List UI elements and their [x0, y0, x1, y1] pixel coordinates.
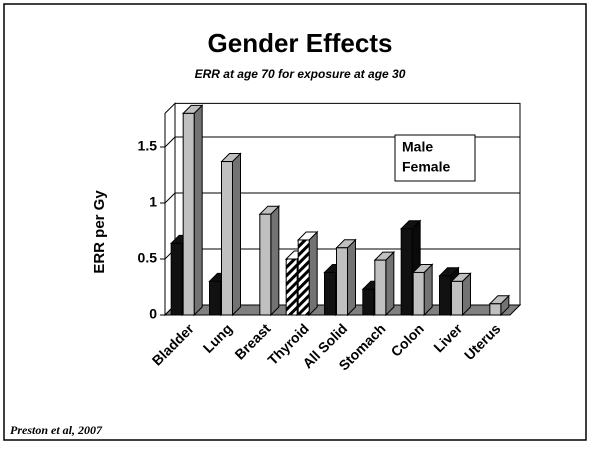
- bar-front: [324, 271, 336, 316]
- bar-front: [182, 112, 195, 316]
- bar: [450, 272, 472, 317]
- bar: [411, 263, 434, 317]
- bar-front: [170, 242, 183, 316]
- bar-front: [362, 288, 375, 316]
- bar-front: [221, 161, 233, 316]
- y-tick-label: 1.5: [138, 138, 158, 154]
- bar-side: [385, 250, 395, 317]
- bar-front: [297, 239, 310, 316]
- bar-side: [193, 104, 203, 317]
- y-tick-label: 0.5: [138, 250, 158, 266]
- chart-title: Gender Effects: [208, 28, 393, 58]
- bar-front: [451, 280, 463, 316]
- bar-side: [308, 230, 318, 317]
- bar: [373, 250, 396, 317]
- y-tick-label: 1: [149, 194, 157, 210]
- grid-line: [164, 192, 520, 204]
- source-note: Preston et al, 2007: [10, 423, 103, 437]
- bar-side: [347, 238, 356, 317]
- bar-front: [412, 271, 425, 316]
- bar-side: [423, 263, 433, 317]
- bar-front: [439, 275, 451, 316]
- bar: [181, 104, 204, 317]
- y-axis-label: ERR per Gy: [91, 190, 108, 274]
- bar-front: [489, 303, 502, 316]
- bar-side: [232, 152, 241, 317]
- bar-front: [400, 228, 413, 316]
- bar-front: [209, 280, 221, 316]
- chart-subtitle: ERR at age 70 for exposure at age 30: [195, 67, 406, 81]
- bar-front: [336, 247, 348, 316]
- legend-label: Female: [402, 159, 450, 175]
- bar: [488, 294, 511, 317]
- bar-front: [374, 259, 387, 316]
- legend-label: Male: [402, 139, 433, 155]
- bar-side: [270, 204, 280, 317]
- bar-front: [285, 258, 298, 316]
- bar-front: [259, 213, 272, 316]
- bar: [220, 152, 242, 317]
- legend-box: [394, 134, 476, 182]
- bar: [258, 204, 281, 317]
- y-tick-label: 0: [149, 306, 157, 322]
- bar: [296, 230, 319, 317]
- bar: [335, 238, 357, 317]
